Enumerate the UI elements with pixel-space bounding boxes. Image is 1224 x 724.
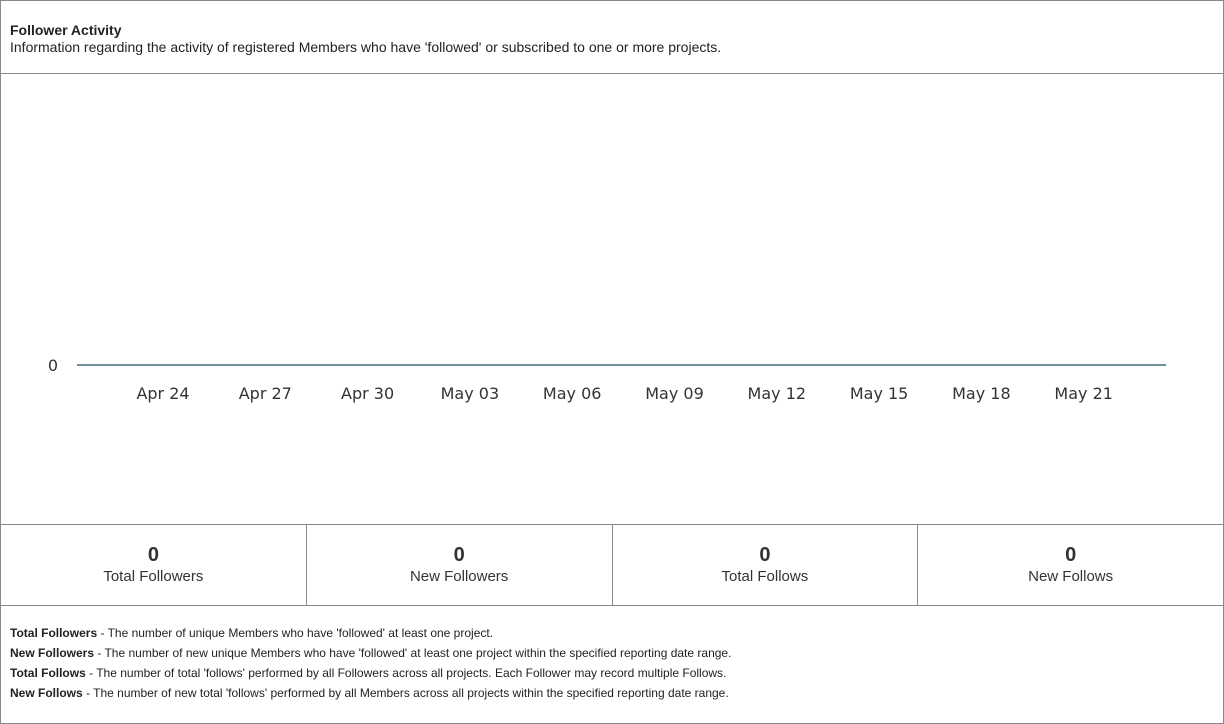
x-tick-label: Apr 24: [136, 384, 189, 403]
stat-total-follows: 0 Total Follows: [613, 525, 919, 605]
stat-label: New Followers: [409, 568, 509, 585]
definition-text: - The number of total 'follows' performe…: [85, 666, 727, 680]
definition-new-follows: New Follows - The number of new total 'f…: [10, 683, 1210, 703]
stat-label: Total Followers: [103, 568, 204, 585]
stat-label: Total Follows: [721, 568, 809, 585]
stat-label: New Follows: [1028, 568, 1114, 585]
x-tick-label: May 09: [645, 384, 704, 403]
panel-subtitle: Information regarding the activity of re…: [10, 39, 722, 55]
definition-total-followers: Total Followers - The number of unique M…: [10, 623, 1210, 643]
follower-chart: 0 Apr 24 Apr 27 Apr 30 May 03 May 06 May 09 May…: [1, 75, 1223, 524]
x-tick-label: Apr 27: [239, 384, 292, 403]
stat-new-follows: 0 New Follows: [918, 525, 1223, 605]
chart-svg: 0 Apr 24 Apr 27 Apr 30 May 03 May 06 May 09 May…: [48, 356, 1166, 403]
definition-text: - The number of new unique Members who h…: [94, 646, 732, 660]
stat-value: 0: [453, 544, 465, 566]
x-tick-label: May 12: [748, 384, 807, 403]
definition-total-follows: Total Follows - The number of total 'fol…: [10, 663, 1210, 683]
stat-value: 0: [1065, 544, 1077, 566]
definition-text: - The number of unique Members who have …: [97, 626, 494, 640]
x-tick-label: May 21: [1054, 384, 1113, 403]
stat-value: 0: [759, 544, 771, 566]
x-tick-label: May 06: [543, 384, 602, 403]
panel-header: Follower Activity Information regarding …: [1, 1, 1223, 74]
definition-term: New Follows: [10, 686, 83, 700]
stat-new-followers: 0 New Followers: [307, 525, 613, 605]
x-tick-label: May 15: [850, 384, 909, 403]
definition-text: - The number of new total 'follows' perf…: [82, 686, 729, 700]
definition-term: New Followers: [10, 646, 95, 660]
x-tick-label: Apr 30: [341, 384, 394, 403]
definition-new-followers: New Followers - The number of new unique…: [10, 643, 1210, 663]
definition-term: Total Followers: [10, 626, 98, 640]
metric-definitions: Total Followers - The number of unique M…: [10, 623, 1210, 703]
x-tick-label: May 18: [952, 384, 1011, 403]
stat-total-followers: 0 Total Followers: [1, 525, 307, 605]
stat-value: 0: [147, 544, 159, 566]
x-tick-label: May 03: [441, 384, 500, 403]
definition-term: Total Follows: [10, 666, 86, 680]
panel-title: Follower Activity: [10, 22, 122, 38]
stats-row: 0 Total Followers 0 New Followers 0 Tota…: [1, 524, 1223, 606]
y-tick-label: 0: [48, 356, 58, 375]
